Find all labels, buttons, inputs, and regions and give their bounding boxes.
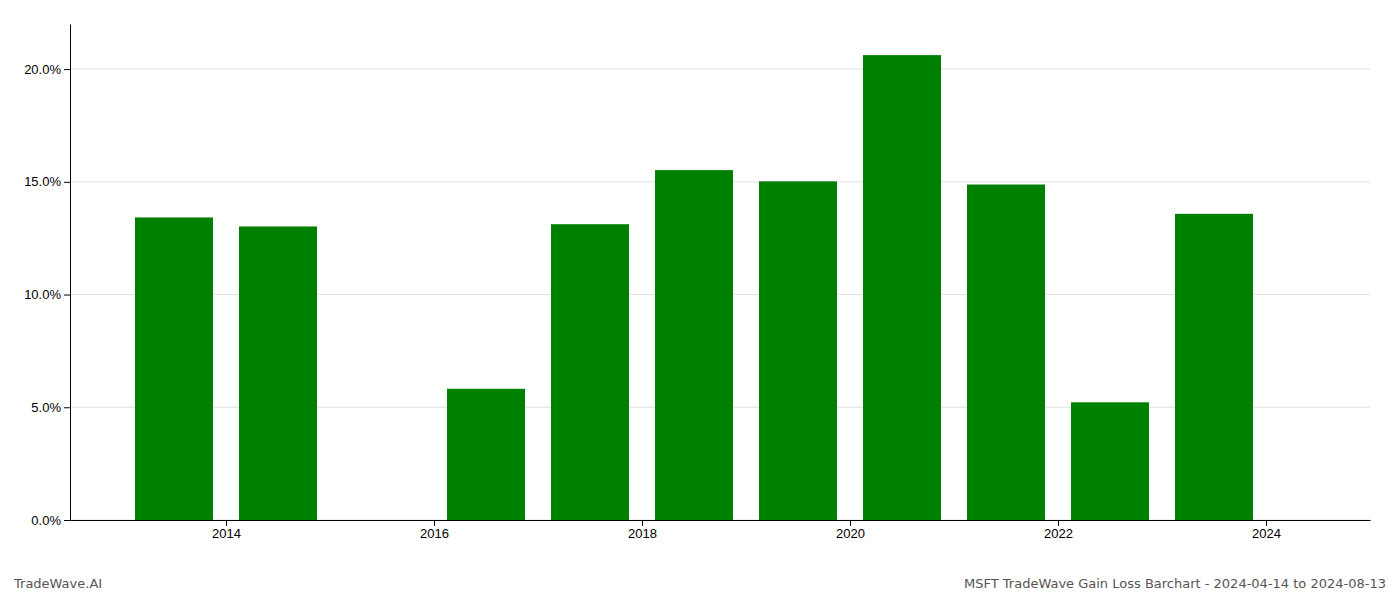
bar — [967, 185, 1045, 520]
bar — [655, 170, 733, 520]
x-tick-label: 2018 — [628, 526, 657, 541]
y-tick-label: 5.0% — [31, 400, 61, 415]
x-tick-label: 2016 — [420, 526, 449, 541]
x-tick-mark — [642, 520, 643, 526]
y-tick-mark — [64, 69, 70, 70]
x-axis: 2014 2016 2018 2020 2022 2024 — [71, 520, 1371, 541]
x-tick-mark — [1266, 520, 1267, 526]
y-tick: 10.0% — [24, 287, 70, 302]
grid-line — [70, 69, 1370, 70]
x-tick: 2020 — [836, 520, 865, 541]
y-tick: 20.0% — [24, 62, 70, 77]
y-tick-mark — [64, 182, 70, 183]
y-tick-label: 0.0% — [31, 513, 61, 528]
x-tick-label: 2022 — [1044, 526, 1073, 541]
y-tick-mark — [64, 520, 70, 521]
plot-area: 0.0%5.0%10.0%15.0%20.0%20142016201820202… — [24, 25, 1370, 542]
x-tick: 2014 — [212, 520, 241, 541]
y-tick: 15.0% — [24, 174, 70, 189]
chart-svg: 0.0%5.0%10.0%15.0%20.0%20142016201820202… — [0, 0, 1400, 600]
bar — [1175, 214, 1253, 520]
grid — [70, 69, 1370, 520]
bar — [551, 224, 629, 520]
footer-texts: TradeWave.AI MSFT TradeWave Gain Loss Bar… — [13, 576, 1386, 591]
bar — [447, 389, 525, 520]
x-tick-label: 2014 — [212, 526, 241, 541]
x-axis-line — [71, 520, 1371, 521]
x-tick-label: 2024 — [1252, 526, 1281, 541]
y-tick: 0.0% — [31, 513, 70, 528]
bars — [135, 55, 1253, 520]
x-tick: 2016 — [420, 520, 449, 541]
bar — [135, 217, 213, 520]
x-tick-mark — [1058, 520, 1059, 526]
bar — [759, 181, 837, 520]
y-axis-line — [70, 25, 71, 521]
y-tick-label: 20.0% — [24, 62, 61, 77]
x-tick-mark — [226, 520, 227, 526]
y-tick-mark — [64, 295, 70, 296]
x-tick: 2022 — [1044, 520, 1073, 541]
bar — [239, 226, 317, 520]
y-tick: 5.0% — [31, 400, 70, 415]
bar — [863, 55, 941, 520]
y-tick-mark — [64, 407, 70, 408]
x-tick-mark — [434, 520, 435, 526]
watermark: TradeWave.AI — [13, 576, 102, 591]
x-tick-mark — [850, 520, 851, 526]
chart-title: MSFT TradeWave Gain Loss Barchart - 2024… — [964, 576, 1386, 591]
x-tick: 2018 — [628, 520, 657, 541]
x-tick-label: 2020 — [836, 526, 865, 541]
bar — [1071, 402, 1149, 520]
y-tick-label: 15.0% — [24, 174, 61, 189]
y-axis: 0.0% 5.0% 10.0% 15.0% 20.0% — [24, 25, 70, 528]
y-tick-label: 10.0% — [24, 287, 61, 302]
x-tick: 2024 — [1252, 520, 1281, 541]
